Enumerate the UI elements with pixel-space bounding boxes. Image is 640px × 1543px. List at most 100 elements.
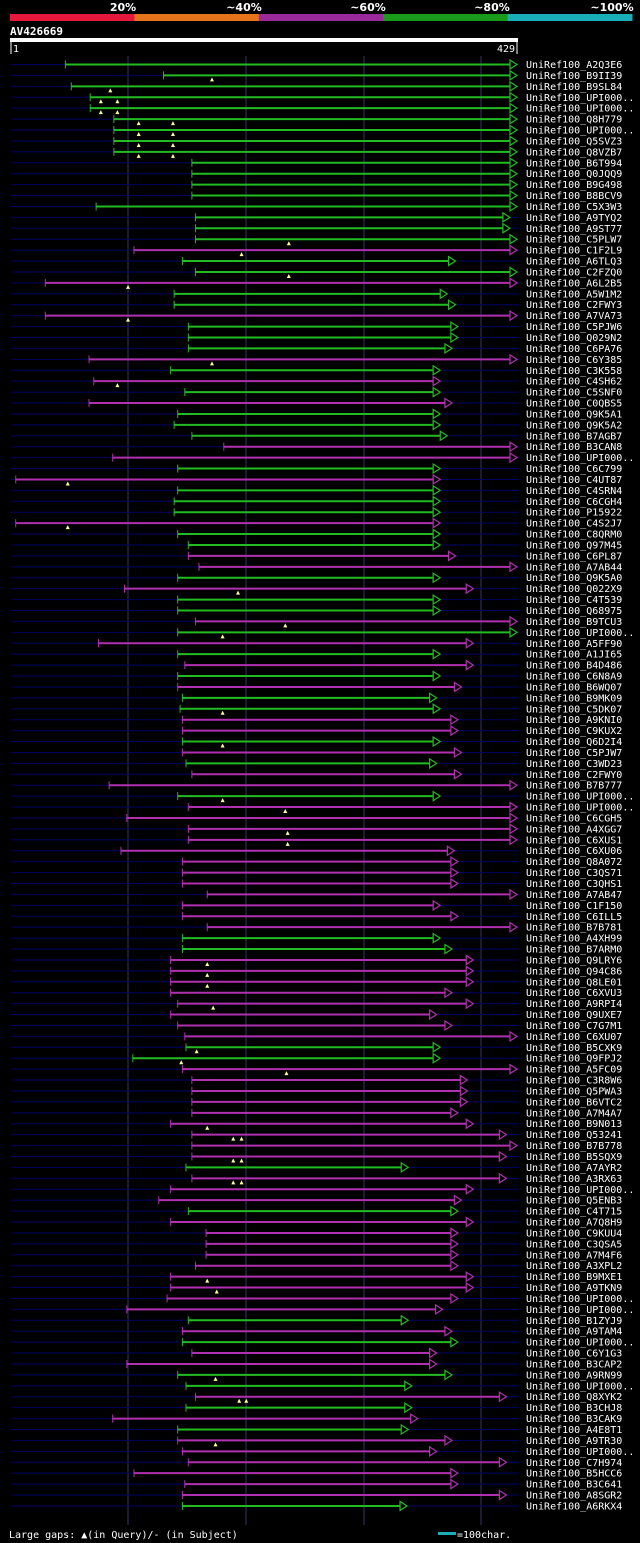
- hit-row[interactable]: UniRef100_A9RPI4: [11, 998, 622, 1010]
- hit-label[interactable]: UniRef100_C7H974: [526, 1458, 622, 1469]
- hit-row[interactable]: UniRef100_Q9FPJ2: [11, 1052, 622, 1065]
- hit-label[interactable]: UniRef100_Q5PWA3: [526, 1086, 622, 1097]
- hit-row[interactable]: UniRef100_A6L2B5: [11, 277, 622, 289]
- hit-label[interactable]: UniRef100_A4XH99: [526, 934, 622, 945]
- hit-label[interactable]: UniRef100_C6N8A9: [526, 672, 622, 683]
- hit-label[interactable]: UniRef100_B9SL84: [526, 82, 622, 93]
- hit-label[interactable]: UniRef100_C9KUU4: [526, 1228, 622, 1239]
- hit-label[interactable]: UniRef100_C6Y1G3: [526, 1349, 622, 1360]
- hit-label[interactable]: UniRef100_C6XU07: [526, 1032, 622, 1043]
- hit-row[interactable]: UniRef100_Q53241: [11, 1129, 622, 1141]
- hit-label[interactable]: UniRef100_B7B781: [526, 923, 622, 934]
- hit-label[interactable]: UniRef100_B6WQ07: [526, 682, 622, 693]
- hit-row[interactable]: UniRef100_C6XUS1: [11, 834, 622, 846]
- hit-row[interactable]: UniRef100_B3CHJ8: [11, 1402, 622, 1414]
- hit-row[interactable]: UniRef100_C6Y1G3: [11, 1347, 622, 1360]
- hit-row[interactable]: UniRef100_C8QRM0: [11, 528, 622, 541]
- hit-row[interactable]: UniRef100_B3C641: [11, 1478, 622, 1491]
- hit-label[interactable]: UniRef100_A8SGR2: [526, 1491, 622, 1502]
- hit-row[interactable]: UniRef100_UPI000..: [11, 452, 634, 464]
- hit-label[interactable]: UniRef100_A9ST77: [526, 224, 622, 235]
- hit-row[interactable]: UniRef100_C6XVU3: [11, 987, 622, 999]
- hit-row[interactable]: UniRef100_B9G498: [11, 179, 622, 191]
- hit-label[interactable]: UniRef100_C5PJW6: [526, 322, 622, 333]
- hit-row[interactable]: UniRef100_Q8XYK2: [11, 1391, 622, 1403]
- hit-label[interactable]: UniRef100_C6Y385: [526, 355, 622, 366]
- hit-row[interactable]: UniRef100_C4SRN4: [11, 484, 622, 497]
- hit-label[interactable]: UniRef100_Q6D2I4: [526, 737, 622, 748]
- hit-row[interactable]: UniRef100_C6PL87: [11, 550, 622, 562]
- hit-label[interactable]: UniRef100_C2FWY3: [526, 300, 622, 311]
- hit-label[interactable]: UniRef100_A7M4A7: [526, 1108, 622, 1119]
- hit-label[interactable]: UniRef100_B1ZYJ9: [526, 1316, 622, 1327]
- hit-row[interactable]: UniRef100_B1ZYJ9: [11, 1314, 622, 1327]
- hit-row[interactable]: UniRef100_C6CGH5: [11, 812, 622, 824]
- hit-row[interactable]: UniRef100_Q68975: [11, 604, 622, 617]
- hit-label[interactable]: UniRef100_B3CAN8: [526, 442, 622, 453]
- hit-label[interactable]: UniRef100_A9RN99: [526, 1370, 622, 1381]
- hit-label[interactable]: UniRef100_UPI000..: [526, 453, 634, 464]
- hit-label[interactable]: UniRef100_UPI000..: [526, 1381, 634, 1392]
- hit-row[interactable]: UniRef100_Q5SVZ3: [11, 135, 622, 147]
- hit-row[interactable]: UniRef100_P15922: [11, 506, 622, 519]
- hit-label[interactable]: UniRef100_C5PLW7: [526, 235, 622, 246]
- hit-row[interactable]: UniRef100_B4D486: [11, 659, 622, 672]
- hit-label[interactable]: UniRef100_B5CXK9: [526, 1043, 622, 1054]
- hit-label[interactable]: UniRef100_UPI000..: [526, 93, 634, 104]
- hit-row[interactable]: UniRef100_B7B777: [11, 779, 622, 792]
- hit-label[interactable]: UniRef100_A9TKN9: [526, 1283, 622, 1294]
- hit-row[interactable]: UniRef100_Q9K5A0: [11, 572, 622, 584]
- hit-label[interactable]: UniRef100_C6XVU3: [526, 988, 622, 999]
- hit-row[interactable]: UniRef100_Q6D2I4: [11, 735, 622, 748]
- hit-label[interactable]: UniRef100_C6XU06: [526, 846, 622, 857]
- hit-row[interactable]: UniRef100_B9MK09: [11, 692, 622, 704]
- hit-row[interactable]: UniRef100_UPI000..: [11, 124, 634, 137]
- hit-label[interactable]: UniRef100_A7AYR2: [526, 1163, 622, 1174]
- hit-label[interactable]: UniRef100_Q0JQQ9: [526, 169, 622, 180]
- hit-label[interactable]: UniRef100_Q9K5A2: [526, 420, 622, 431]
- hit-label[interactable]: UniRef100_Q8H779: [526, 115, 622, 126]
- hit-label[interactable]: UniRef100_Q94C86: [526, 966, 622, 977]
- hit-label[interactable]: UniRef100_C5DK07: [526, 704, 622, 715]
- hit-row[interactable]: UniRef100_C6C799: [11, 462, 622, 475]
- hit-label[interactable]: UniRef100_C2FZQ0: [526, 267, 622, 278]
- hit-row[interactable]: UniRef100_UPI000..: [11, 801, 634, 814]
- hit-row[interactable]: UniRef100_C3QHS1: [11, 877, 622, 890]
- hit-label[interactable]: UniRef100_Q53241: [526, 1130, 622, 1141]
- hit-label[interactable]: UniRef100_Q9FPJ2: [526, 1054, 622, 1065]
- hit-row[interactable]: UniRef100_B8BCV9: [11, 189, 622, 202]
- hit-label[interactable]: UniRef100_B8BCV9: [526, 191, 622, 202]
- hit-row[interactable]: UniRef100_C2FZQ0: [11, 266, 622, 278]
- hit-row[interactable]: UniRef100_UPI000..: [11, 790, 634, 803]
- hit-label[interactable]: UniRef100_UPI000..: [526, 1185, 634, 1196]
- hit-label[interactable]: UniRef100_Q8XYK2: [526, 1392, 622, 1403]
- hit-label[interactable]: UniRef100_C3R8W6: [526, 1076, 622, 1087]
- hit-label[interactable]: UniRef100_UPI000..: [526, 1294, 634, 1305]
- hit-label[interactable]: UniRef100_Q68975: [526, 606, 622, 617]
- hit-label[interactable]: UniRef100_C4T715: [526, 1207, 622, 1218]
- hit-label[interactable]: UniRef100_C5X3W3: [526, 202, 622, 213]
- hit-label[interactable]: UniRef100_B6T994: [526, 158, 622, 169]
- hit-label[interactable]: UniRef100_C3WD23: [526, 759, 622, 770]
- hit-row[interactable]: UniRef100_Q94C86: [11, 965, 622, 977]
- hit-row[interactable]: UniRef100_Q022X9: [11, 583, 622, 595]
- hit-label[interactable]: UniRef100_A5W1M2: [526, 289, 622, 300]
- hit-row[interactable]: UniRef100_A4E8T1: [11, 1423, 622, 1436]
- hit-row[interactable]: UniRef100_C4T715: [11, 1205, 622, 1218]
- hit-label[interactable]: UniRef100_Q9LRY6: [526, 955, 622, 966]
- hit-label[interactable]: UniRef100_Q9K5A1: [526, 409, 622, 420]
- hit-label[interactable]: UniRef100_UPI000..: [526, 126, 634, 137]
- hit-label[interactable]: UniRef100_B9II39: [526, 71, 622, 82]
- hit-row[interactable]: UniRef100_A9TR30: [11, 1434, 622, 1447]
- hit-row[interactable]: UniRef100_C5PJW6: [11, 320, 622, 333]
- hit-label[interactable]: UniRef100_P15922: [526, 508, 622, 519]
- hit-label[interactable]: UniRef100_Q9UXE7: [526, 1010, 622, 1021]
- hit-label[interactable]: UniRef100_A4E8T1: [526, 1425, 622, 1436]
- hit-label[interactable]: UniRef100_B9MK09: [526, 693, 622, 704]
- hit-label[interactable]: UniRef100_A7Q8H9: [526, 1218, 622, 1229]
- hit-row[interactable]: UniRef100_UPI000..: [11, 1445, 634, 1458]
- hit-label[interactable]: UniRef100_C2FWY0: [526, 770, 622, 781]
- hit-row[interactable]: UniRef100_UPI000..: [11, 1183, 634, 1196]
- hit-row[interactable]: UniRef100_A2Q3E6: [11, 58, 622, 71]
- hit-row[interactable]: UniRef100_B9TCU3: [11, 615, 622, 628]
